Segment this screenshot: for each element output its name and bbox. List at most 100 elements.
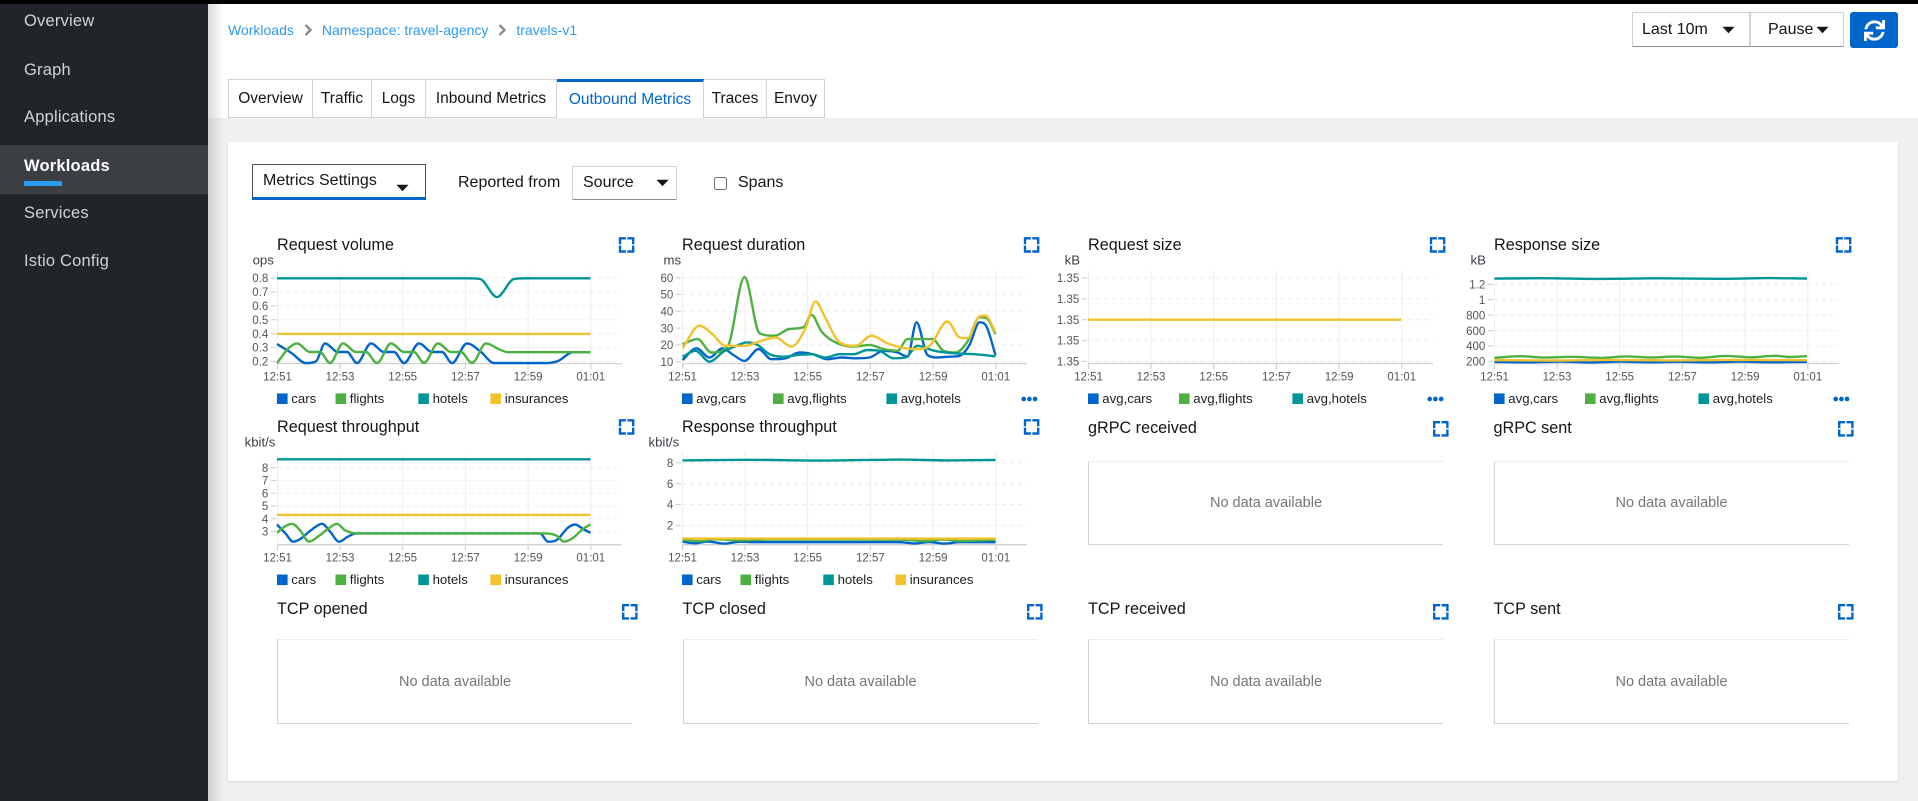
svg-text:12:53: 12:53 bbox=[326, 553, 355, 565]
svg-text:flights: flights bbox=[755, 572, 790, 587]
svg-text:1.35: 1.35 bbox=[1057, 357, 1079, 369]
svg-text:01:01: 01:01 bbox=[576, 553, 605, 565]
svg-text:2: 2 bbox=[667, 521, 673, 533]
svg-text:1.35: 1.35 bbox=[1057, 315, 1079, 327]
svg-text:insurances: insurances bbox=[505, 391, 569, 406]
svg-text:insurances: insurances bbox=[505, 572, 569, 587]
svg-text:12:55: 12:55 bbox=[1199, 371, 1228, 383]
svg-text:0.7: 0.7 bbox=[252, 287, 268, 299]
svg-text:12:53: 12:53 bbox=[1543, 371, 1572, 383]
svg-text:0.5: 0.5 bbox=[252, 315, 268, 327]
svg-text:12:51: 12:51 bbox=[263, 553, 292, 565]
svg-text:hotels: hotels bbox=[433, 572, 469, 587]
svg-text:01:01: 01:01 bbox=[576, 371, 605, 383]
svg-text:4: 4 bbox=[262, 514, 269, 526]
svg-text:6: 6 bbox=[262, 488, 268, 500]
svg-text:cars: cars bbox=[291, 572, 316, 587]
svg-text:ops: ops bbox=[253, 252, 275, 267]
svg-text:kbit/s: kbit/s bbox=[245, 434, 276, 449]
svg-text:1.35: 1.35 bbox=[1057, 294, 1079, 306]
svg-text:12:53: 12:53 bbox=[1137, 371, 1166, 383]
svg-text:kbit/s: kbit/s bbox=[649, 434, 680, 449]
svg-text:avg,flights: avg,flights bbox=[1193, 391, 1253, 406]
svg-text:avg,flights: avg,flights bbox=[787, 391, 847, 406]
svg-text:cars: cars bbox=[696, 572, 721, 587]
svg-text:avg,cars: avg,cars bbox=[1508, 391, 1558, 406]
svg-text:1.2: 1.2 bbox=[1469, 280, 1485, 292]
svg-text:12:55: 12:55 bbox=[1605, 371, 1634, 383]
svg-text:Request throughput: Request throughput bbox=[277, 418, 420, 436]
svg-text:4: 4 bbox=[667, 500, 674, 512]
svg-text:800: 800 bbox=[1466, 310, 1485, 322]
svg-text:7: 7 bbox=[262, 476, 268, 488]
svg-text:flights: flights bbox=[350, 572, 385, 587]
svg-text:8: 8 bbox=[667, 458, 673, 470]
svg-text:ms: ms bbox=[664, 252, 682, 267]
svg-text:20: 20 bbox=[661, 340, 674, 352]
svg-text:avg,hotels: avg,hotels bbox=[1307, 391, 1368, 406]
svg-text:01:01: 01:01 bbox=[981, 553, 1010, 565]
svg-text:avg,hotels: avg,hotels bbox=[901, 391, 962, 406]
svg-text:40: 40 bbox=[661, 307, 674, 319]
svg-text:12:55: 12:55 bbox=[793, 371, 822, 383]
svg-text:01:01: 01:01 bbox=[1387, 371, 1416, 383]
svg-text:600: 600 bbox=[1466, 326, 1485, 338]
svg-text:0.3: 0.3 bbox=[252, 343, 268, 355]
svg-text:avg,hotels: avg,hotels bbox=[1713, 391, 1774, 406]
svg-text:12:53: 12:53 bbox=[731, 371, 760, 383]
svg-text:12:51: 12:51 bbox=[1480, 371, 1509, 383]
svg-text:12:59: 12:59 bbox=[514, 553, 543, 565]
svg-text:avg,flights: avg,flights bbox=[1599, 391, 1659, 406]
svg-text:5: 5 bbox=[262, 501, 268, 513]
svg-text:12:55: 12:55 bbox=[388, 553, 417, 565]
svg-text:01:01: 01:01 bbox=[1793, 371, 1822, 383]
svg-text:0.6: 0.6 bbox=[252, 301, 268, 313]
svg-text:12:59: 12:59 bbox=[1731, 371, 1760, 383]
svg-text:50: 50 bbox=[661, 290, 674, 302]
svg-text:12:59: 12:59 bbox=[1325, 371, 1354, 383]
svg-text:kB: kB bbox=[1065, 252, 1081, 267]
svg-text:10: 10 bbox=[661, 357, 674, 369]
svg-text:Request volume: Request volume bbox=[277, 236, 394, 254]
svg-text:3: 3 bbox=[262, 527, 268, 539]
svg-text:6: 6 bbox=[667, 479, 673, 491]
svg-text:Response size: Response size bbox=[1494, 236, 1600, 254]
svg-text:12:55: 12:55 bbox=[388, 371, 417, 383]
svg-text:12:57: 12:57 bbox=[856, 553, 885, 565]
svg-text:Request duration: Request duration bbox=[682, 236, 805, 254]
svg-text:12:57: 12:57 bbox=[856, 371, 885, 383]
svg-text:1.35: 1.35 bbox=[1057, 336, 1079, 348]
svg-text:avg,cars: avg,cars bbox=[1102, 391, 1152, 406]
svg-text:0.4: 0.4 bbox=[252, 329, 269, 341]
svg-text:12:53: 12:53 bbox=[326, 371, 355, 383]
svg-text:8: 8 bbox=[262, 463, 268, 475]
svg-text:0.2: 0.2 bbox=[252, 357, 268, 369]
svg-text:flights: flights bbox=[350, 391, 385, 406]
svg-text:0.8: 0.8 bbox=[252, 273, 268, 285]
svg-text:12:53: 12:53 bbox=[731, 553, 760, 565]
svg-text:cars: cars bbox=[291, 391, 316, 406]
svg-text:insurances: insurances bbox=[910, 572, 974, 587]
svg-text:12:57: 12:57 bbox=[451, 371, 480, 383]
svg-text:12:57: 12:57 bbox=[1262, 371, 1291, 383]
svg-text:30: 30 bbox=[661, 323, 674, 335]
svg-text:01:01: 01:01 bbox=[981, 371, 1010, 383]
svg-text:Request size: Request size bbox=[1088, 236, 1182, 254]
svg-text:12:57: 12:57 bbox=[1668, 371, 1697, 383]
svg-text:avg,cars: avg,cars bbox=[696, 391, 746, 406]
svg-text:400: 400 bbox=[1466, 341, 1485, 353]
svg-text:12:57: 12:57 bbox=[451, 553, 480, 565]
svg-text:1.35: 1.35 bbox=[1057, 273, 1079, 285]
svg-text:hotels: hotels bbox=[838, 572, 874, 587]
svg-text:kB: kB bbox=[1471, 252, 1487, 267]
svg-text:hotels: hotels bbox=[433, 391, 469, 406]
svg-text:Response throughput: Response throughput bbox=[682, 418, 837, 436]
svg-text:12:51: 12:51 bbox=[263, 371, 292, 383]
svg-text:12:51: 12:51 bbox=[668, 371, 697, 383]
svg-text:12:51: 12:51 bbox=[1074, 371, 1103, 383]
svg-text:60: 60 bbox=[661, 273, 674, 285]
svg-text:12:59: 12:59 bbox=[919, 553, 948, 565]
svg-text:12:59: 12:59 bbox=[919, 371, 948, 383]
svg-text:1: 1 bbox=[1479, 295, 1485, 307]
svg-text:12:59: 12:59 bbox=[514, 371, 543, 383]
